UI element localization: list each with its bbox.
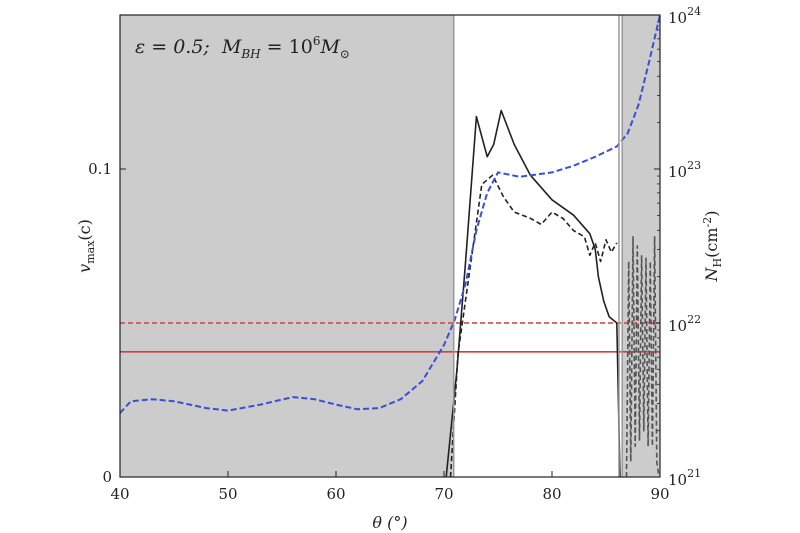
x-tick-label-1: 50: [218, 485, 237, 503]
plot-frame: [119, 14, 661, 478]
series-line-1: [449, 174, 618, 478]
y-right-tick-label-1: 1022: [668, 313, 701, 335]
x-tick-label-3: 70: [434, 485, 453, 503]
y-right-tick-label-2: 1023: [668, 159, 701, 181]
ticks: 40 50 60 70 80 90 0 0.1 1021 1022 1023 1024: [88, 5, 701, 503]
series-line-2: [625, 236, 660, 478]
plot-annotation: ε = 0.5; MBH = 106M⊙: [135, 34, 350, 61]
series-layer: [119, 14, 661, 478]
y-left-tick-label-0: 0: [102, 468, 112, 486]
vertical-lines: [452, 15, 623, 477]
series-line-3: [119, 14, 661, 414]
y-right-tick-label-3: 1024: [668, 5, 701, 27]
shaded-regions: [120, 15, 660, 477]
x-tick-label-2: 60: [326, 485, 345, 503]
reference-lines: [120, 322, 660, 353]
x-axis-label: θ (°): [372, 513, 407, 532]
y-left-axis-label: vmax(c): [75, 219, 97, 273]
shaded-region-0: [120, 15, 454, 477]
series-line-0: [445, 109, 621, 478]
y-left-tick-label-1: 0.1: [88, 160, 112, 178]
y-right-tick-label-0: 1021: [668, 467, 701, 489]
x-tick-label-0: 40: [110, 485, 129, 503]
x-tick-label-4: 80: [542, 485, 561, 503]
x-tick-label-5: 90: [650, 485, 669, 503]
shaded-region-1: [622, 15, 660, 477]
y-right-axis-label: NH(cm-2): [701, 211, 724, 283]
